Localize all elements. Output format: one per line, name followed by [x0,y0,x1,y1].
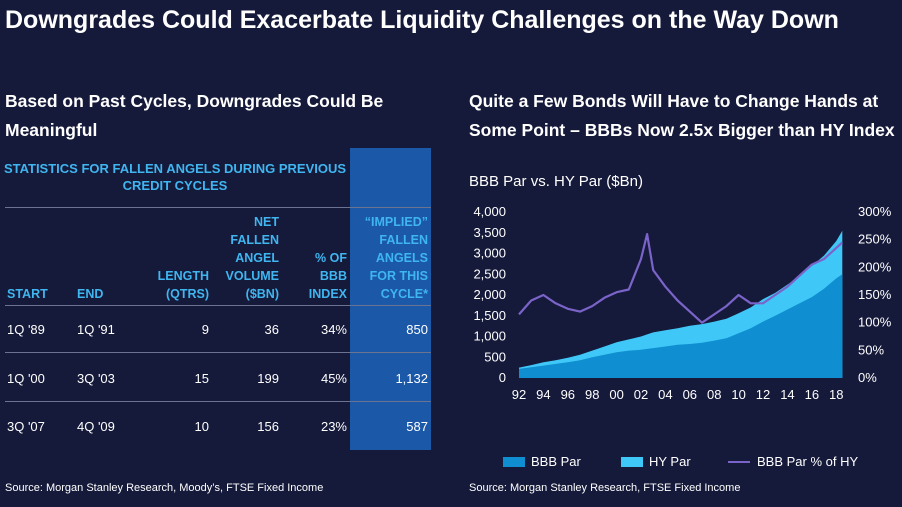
row3-volume: 156 [257,419,279,434]
page-title: Downgrades Could Exacerbate Liquidity Ch… [5,6,839,34]
legend-pct-label: BBB Par % of HY [757,454,859,469]
left-axis-tick-label: 4,000 [473,204,506,219]
row3-length: 10 [194,419,209,434]
table-divider [5,305,431,306]
row2-start: 1Q '00 [7,371,45,386]
x-axis-tick-label: 00 [609,387,623,402]
header-end: END [77,287,104,301]
row1-end: 1Q '91 [77,322,115,337]
row1-length: 9 [201,322,209,337]
header-implied: “IMPLIED” FALLEN ANGELS FOR THIS CYCLE* [364,215,428,301]
x-axis-tick-label: 08 [707,387,721,402]
row1-pct: 34% [320,322,347,337]
x-axis-tick-label: 18 [829,387,843,402]
x-axis-tick-label: 10 [731,387,745,402]
row3-end: 4Q '09 [77,419,115,434]
right-axis-tick-label: 200% [858,259,892,274]
right-axis-tick-label: 0% [858,370,877,385]
left-axis-tick-label: 1,500 [473,308,506,323]
row2-pct: 45% [320,371,347,386]
row2-implied: 1,132 [395,371,428,386]
right-axis-tick-label: 100% [858,315,892,330]
row1-volume: 36 [264,322,279,337]
row1-start: 1Q '89 [7,322,45,337]
table-divider [5,401,431,402]
left-axis-tick-label: 3,500 [473,225,506,240]
header-volume: NET FALLEN ANGEL VOLUME ($BN) [225,215,279,301]
x-axis-tick-label: 92 [512,387,526,402]
row2-length: 15 [194,371,209,386]
left-axis-tick-label: 0 [499,370,506,385]
table-divider [5,207,431,208]
left-source: Source: Morgan Stanley Research, Moody’s… [5,482,324,494]
header-length: LENGTH (QTRS) [157,269,209,301]
x-axis-tick-label: 98 [585,387,599,402]
row3-implied: 587 [406,419,428,434]
bbb-par-area [519,274,843,378]
row2-end: 3Q '03 [77,371,115,386]
x-axis-tick-label: 04 [658,387,672,402]
legend-pct-swatch [728,461,750,463]
legend-bbb-swatch [503,457,525,467]
x-axis-tick-label: 06 [683,387,697,402]
left-axis-tick-label: 1,000 [473,329,506,344]
legend-hy-swatch [621,457,643,467]
legend-bbb-label: BBB Par [531,454,581,469]
row3-start: 3Q '07 [7,419,45,434]
x-axis-tick-label: 14 [780,387,794,402]
right-source: Source: Morgan Stanley Research, FTSE Fi… [469,482,741,494]
left-axis-tick-label: 500 [484,349,506,364]
right-axis-tick-label: 50% [858,342,884,357]
left-axis-tick-label: 2,500 [473,266,506,281]
x-axis-tick-label: 02 [634,387,648,402]
header-pct: % OF BBB INDEX [308,251,347,301]
row2-volume: 199 [257,371,279,386]
table-title: STATISTICS FOR FALLEN ANGELS DURING PREV… [3,161,347,193]
row3-pct: 23% [320,419,347,434]
x-axis-tick-label: 12 [756,387,770,402]
right-axis-tick-label: 300% [858,204,892,219]
legend-hy-label: HY Par [649,454,691,469]
right-axis-tick-label: 150% [858,287,892,302]
table-divider [5,352,431,353]
left-heading: Based on Past Cycles, Downgrades Could B… [5,91,384,140]
x-axis-tick-label: 94 [536,387,550,402]
bbb-pct-of-hy-line [518,233,844,324]
left-axis-tick-label: 2,000 [473,287,506,302]
x-axis-tick-label: 16 [805,387,819,402]
implied-column-highlight [350,148,431,450]
header-start: START [7,287,48,301]
x-axis-tick-label: 96 [561,387,575,402]
right-heading: Quite a Few Bonds Will Have to Change Ha… [469,91,895,140]
row1-implied: 850 [406,322,428,337]
left-axis-tick-label: 3,000 [473,246,506,261]
right-axis-tick-label: 250% [858,232,892,247]
chart-subtitle: BBB Par vs. HY Par ($Bn) [469,173,643,190]
